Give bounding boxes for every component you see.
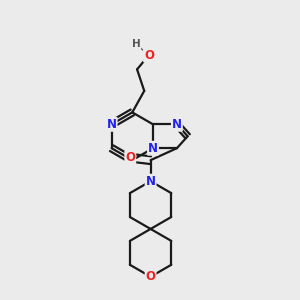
Text: O: O — [125, 151, 135, 164]
Text: N: N — [106, 118, 117, 131]
Text: N: N — [146, 175, 156, 188]
Text: N: N — [148, 142, 158, 155]
Text: H: H — [131, 39, 140, 49]
Text: O: O — [146, 270, 156, 283]
Text: N: N — [172, 118, 182, 131]
Text: O: O — [144, 49, 154, 62]
